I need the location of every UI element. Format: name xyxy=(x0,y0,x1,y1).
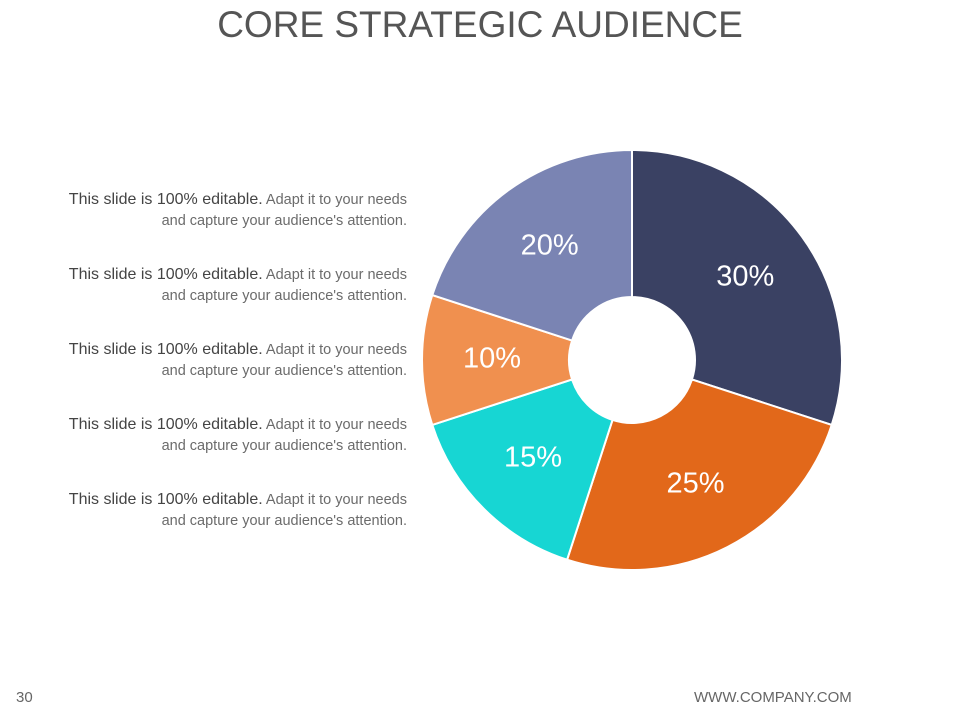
slide-title: CORE STRATEGIC AUDIENCE xyxy=(217,4,743,45)
item-lead: This slide is 100% editable. xyxy=(68,266,263,283)
item-body: Adapt it to your needs and capture your … xyxy=(161,192,407,229)
value-label: 30% xyxy=(716,260,774,292)
website: WWW.COMPANY.COM xyxy=(694,689,852,706)
donut-slice xyxy=(431,148,633,342)
item-lead: This slide is 100% editable. xyxy=(68,191,263,208)
value-label: 20% xyxy=(521,229,579,261)
text-item: This slide is 100% editable. Adapt it to… xyxy=(60,339,407,382)
item-body: Adapt it to your needs and capture your … xyxy=(161,492,407,529)
item-lead: This slide is 100% editable. xyxy=(68,341,263,358)
item-body: Adapt it to your needs and capture your … xyxy=(161,342,407,379)
text-item: This slide is 100% editable. Adapt it to… xyxy=(60,489,407,532)
item-body: Adapt it to your needs and capture your … xyxy=(161,417,407,454)
value-label: 10% xyxy=(463,343,521,375)
text-item: This slide is 100% editable. Adapt it to… xyxy=(60,414,407,457)
value-label: 25% xyxy=(667,467,725,499)
item-lead: This slide is 100% editable. xyxy=(68,491,263,508)
item-lead: This slide is 100% editable. xyxy=(68,416,263,433)
donut-slice xyxy=(421,293,574,427)
value-label: 15% xyxy=(504,442,562,474)
item-body: Adapt it to your needs and capture your … xyxy=(161,267,407,304)
donut-slice xyxy=(565,378,833,571)
donut-slice xyxy=(631,148,843,427)
page-number: 30 xyxy=(16,689,33,706)
text-item: This slide is 100% editable. Adapt it to… xyxy=(60,264,407,307)
text-item: This slide is 100% editable. Adapt it to… xyxy=(60,189,407,232)
donut-slice xyxy=(431,378,614,561)
